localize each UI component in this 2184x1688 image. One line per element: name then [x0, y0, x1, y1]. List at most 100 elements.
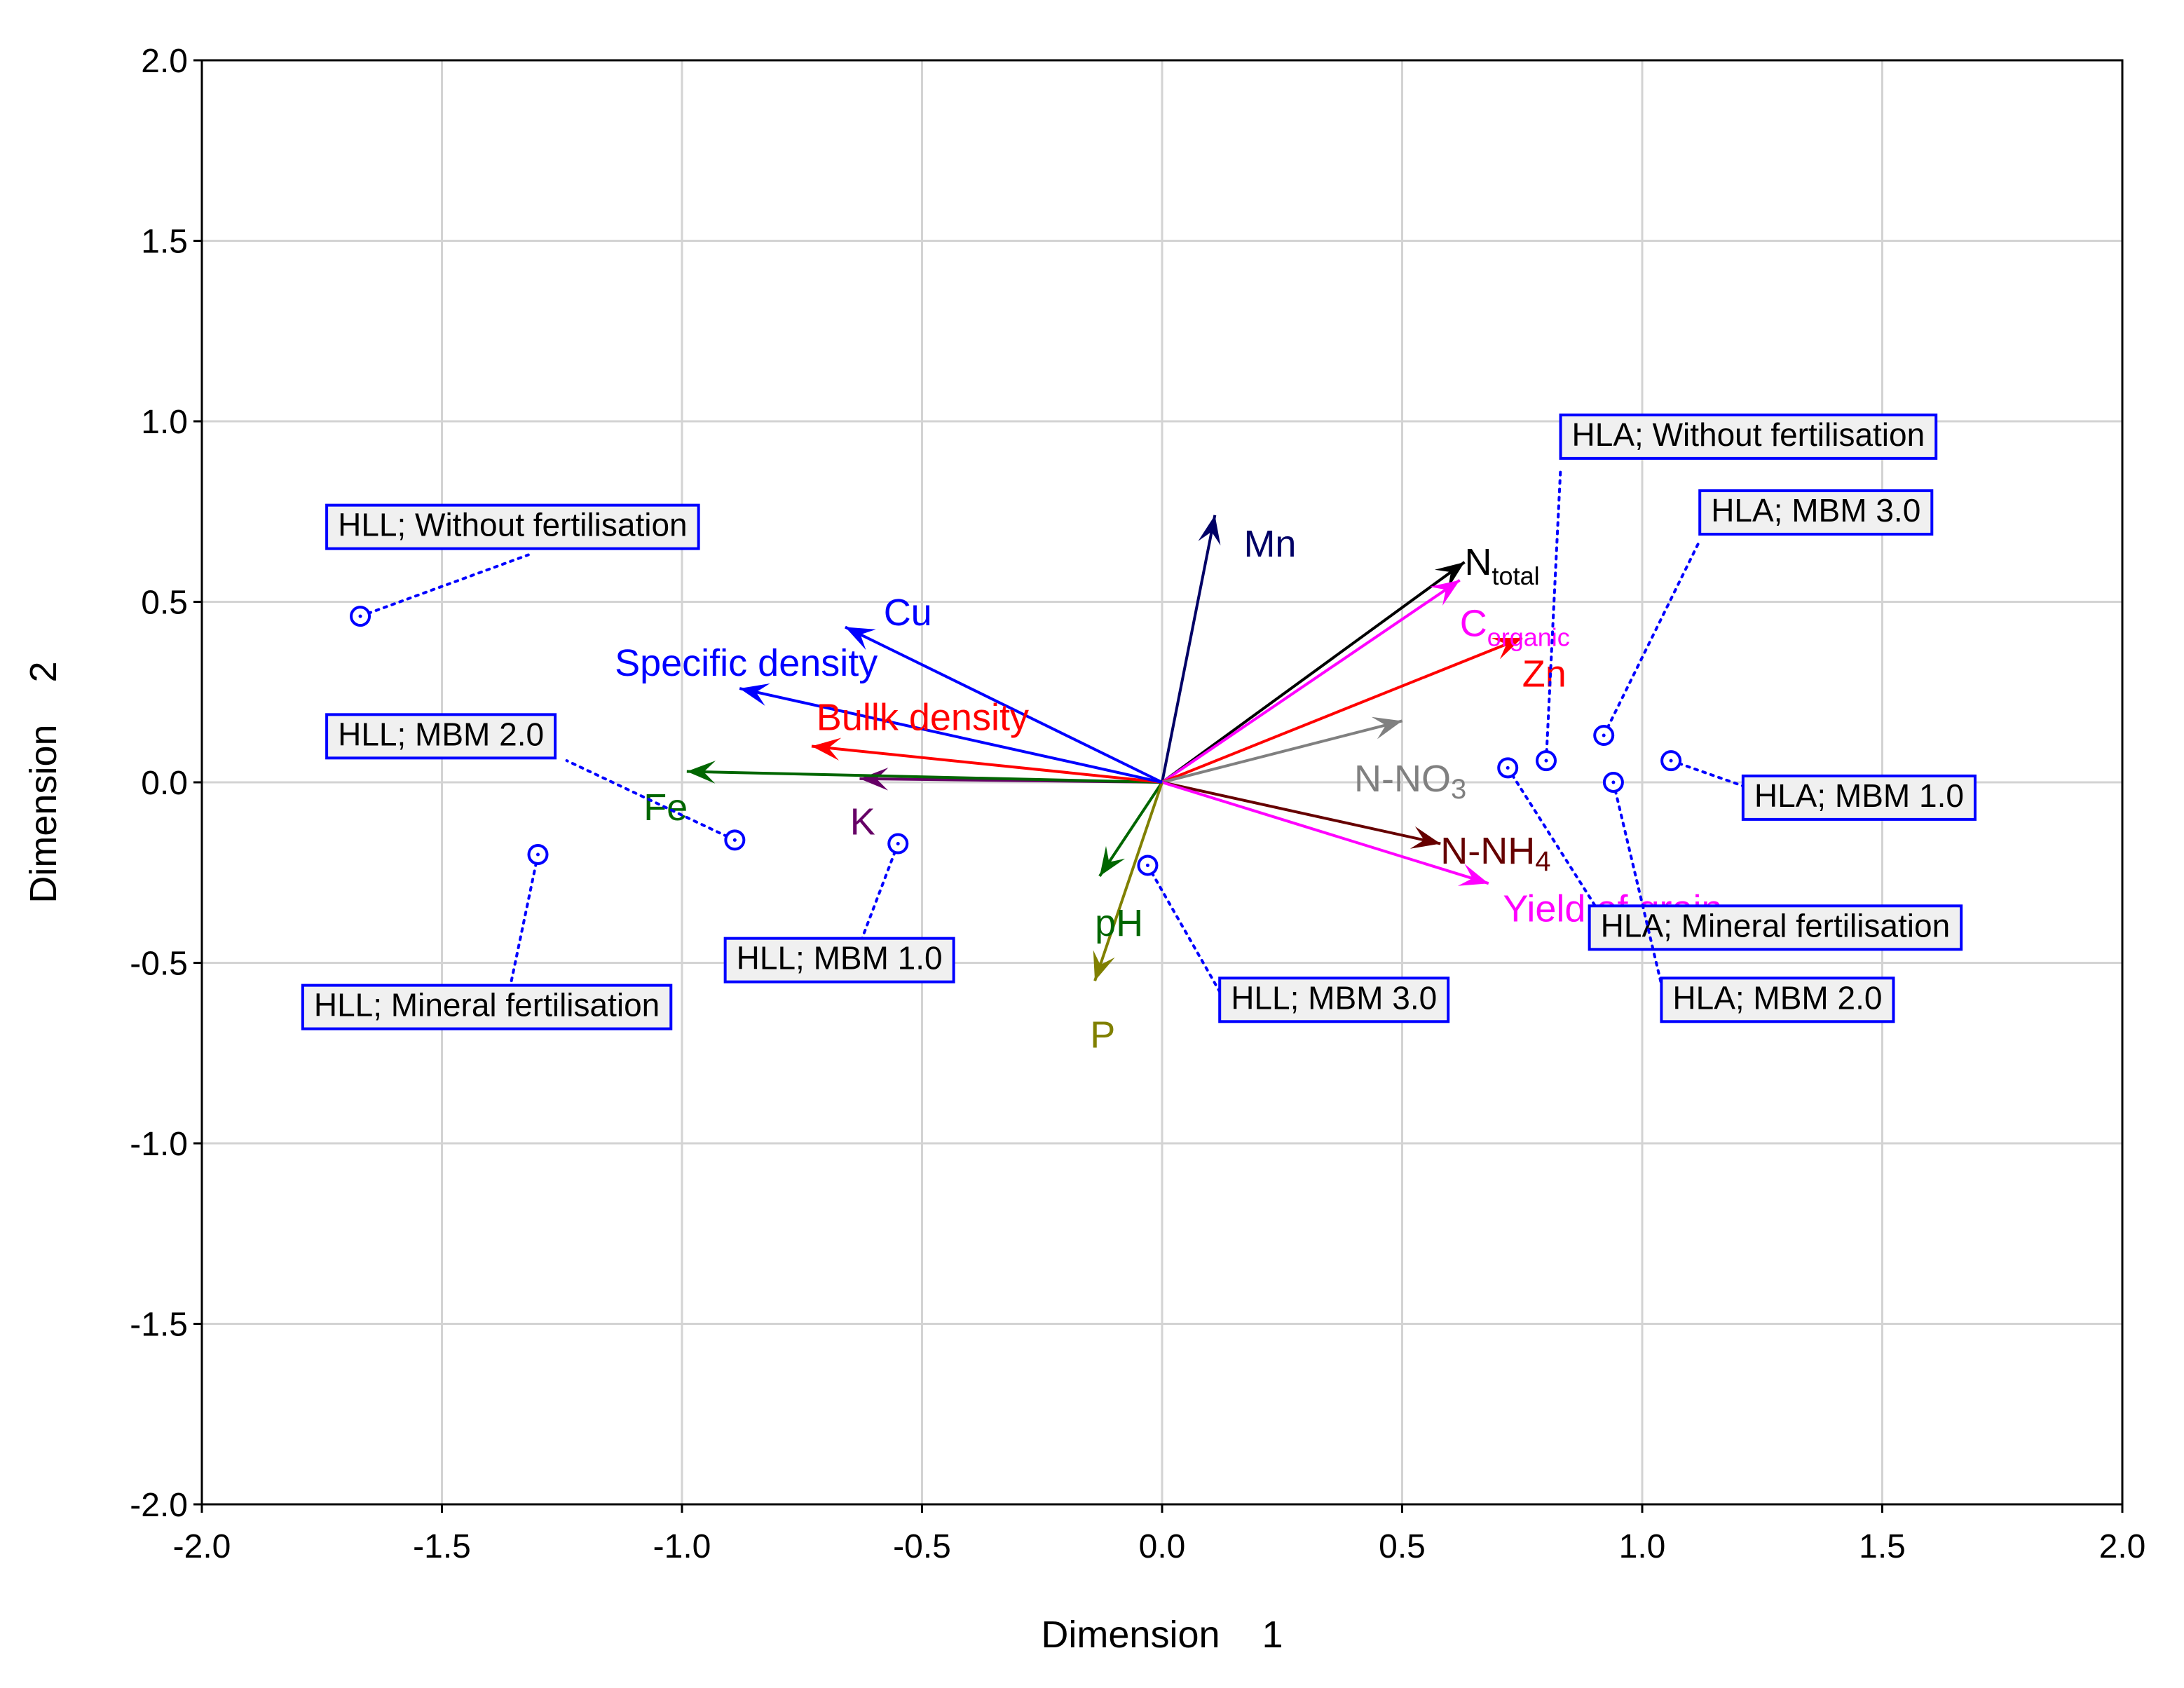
point-hll-mineral-fertilisation: HLL; Mineral fertilisation: [301, 844, 673, 1030]
label-box: [301, 983, 673, 1030]
vector-label-ntotal: Ntotal: [1465, 541, 1540, 590]
arrowhead-cu: [845, 627, 876, 651]
arrowhead-yield-of-grain: [1457, 864, 1489, 886]
vector-bullk-density: [811, 744, 1163, 784]
vector-label-specific-density: Specific density: [615, 642, 878, 684]
point-label: HLL; Mineral fertilisation: [314, 987, 660, 1023]
vector-label-k: K: [850, 801, 875, 843]
leader-line: [1602, 538, 1702, 737]
y-tick-label: 0.5: [141, 585, 188, 622]
y-tick-label: 2.0: [141, 43, 188, 80]
point-center: [1602, 733, 1606, 737]
point-hla-mbm-1-0: HLA; MBM 1.0: [1660, 750, 1977, 821]
arrowhead-fe: [686, 761, 716, 784]
leader-line: [507, 853, 540, 993]
point-center: [1544, 758, 1548, 763]
vector-specific-density: [739, 687, 1163, 784]
y-axis-title: Dimension 2: [22, 661, 64, 903]
point-label: HLL; MBM 2.0: [338, 716, 544, 752]
leader-line: [1146, 864, 1222, 993]
point-label: HLL; MBM 1.0: [737, 940, 943, 976]
vector-label-zn: Zn: [1522, 653, 1567, 695]
x-tick-label: 0.0: [1139, 1528, 1186, 1565]
vector-corganic: [1161, 578, 1461, 784]
vector-label-n-nh4: N-NH4: [1440, 830, 1550, 877]
y-tick-label: -2.0: [130, 1487, 188, 1524]
x-tick-label: -1.5: [413, 1528, 471, 1565]
arrowhead-zn: [1491, 638, 1522, 660]
arrowhead-n-nh4: [1410, 826, 1441, 849]
leader-line: [1545, 466, 1562, 763]
arrowhead-n-no3: [1371, 716, 1402, 740]
x-tick-label: 1.5: [1859, 1528, 1906, 1565]
point-label: HLA; Without fertilisation: [1572, 416, 1925, 453]
vector-n-no3: [1161, 719, 1402, 784]
x-tick-label: -1.0: [653, 1528, 711, 1565]
vector-label-n-no3: N-NO3: [1354, 758, 1466, 805]
point-hla-mineral-fertilisation: HLA; Mineral fertilisation: [1497, 757, 1963, 951]
vector-label-p: P: [1090, 1014, 1115, 1056]
label-box: [325, 503, 700, 550]
x-tick-label: -2.0: [173, 1528, 231, 1565]
point-label: HLA; Mineral fertilisation: [1601, 907, 1951, 944]
point-center: [1669, 758, 1673, 763]
point-hll-without-fertilisation: HLL; Without fertilisation: [325, 503, 700, 627]
vector-ph: [1098, 781, 1163, 878]
point-label: HLL; Without fertilisation: [338, 507, 688, 543]
arrowhead-corganic: [1429, 580, 1460, 606]
vector-label-bullk-density: Bullk density: [817, 696, 1029, 738]
y-tick-label: -0.5: [130, 946, 188, 983]
y-tick-label: -1.5: [130, 1307, 188, 1344]
arrowhead-ntotal: [1434, 561, 1465, 589]
vector-label-cu: Cu: [884, 592, 932, 634]
vector-mn: [1161, 515, 1217, 783]
vector-yield-of-grain: [1161, 781, 1489, 885]
label-box: [723, 937, 955, 983]
point-label: HLL; MBM 3.0: [1231, 979, 1437, 1016]
point-label: HLA; MBM 2.0: [1672, 979, 1882, 1016]
arrowhead-bullk-density: [811, 737, 842, 761]
vector-cu: [845, 625, 1163, 784]
arrowhead-specific-density: [739, 683, 770, 706]
point-label: HLA; MBM 3.0: [1711, 492, 1920, 529]
label-box: [325, 713, 557, 760]
label-box: [1660, 976, 1895, 1023]
point-hla-mbm-3-0: HLA; MBM 3.0: [1593, 489, 1934, 747]
y-tick-label: 1.5: [141, 224, 188, 261]
point-center: [896, 842, 900, 846]
arrowhead-p: [1093, 950, 1115, 981]
arrowhead-mn: [1198, 515, 1221, 546]
grid: [202, 60, 2122, 1504]
label-box: [1559, 413, 1938, 460]
variable-vectors: [686, 515, 1523, 981]
point-hla-mbm-2-0: HLA; MBM 2.0: [1602, 772, 1895, 1023]
point-center: [1506, 765, 1510, 770]
leader-line: [1611, 781, 1663, 986]
vector-zn: [1161, 637, 1523, 784]
x-tick-label: 2.0: [2099, 1528, 2146, 1565]
arrowhead-k: [859, 768, 889, 791]
vector-fe: [686, 770, 1163, 784]
x-axis-title: Dimension 1: [1041, 1614, 1283, 1656]
point-center: [358, 614, 362, 618]
vector-label-corganic: Corganic: [1460, 602, 1570, 651]
point-hll-mbm-1-0: HLL; MBM 1.0: [723, 833, 955, 983]
label-box: [1698, 489, 1934, 536]
vector-ntotal: [1161, 561, 1466, 784]
leader-line: [858, 842, 900, 946]
point-hll-mbm-3-0: HLL; MBM 3.0: [1137, 855, 1450, 1023]
x-tick-label: 1.0: [1619, 1528, 1666, 1565]
y-tick-label: 1.0: [141, 404, 188, 441]
point-center: [536, 852, 540, 857]
x-tick-label: -0.5: [893, 1528, 951, 1565]
vector-n-nh4: [1161, 781, 1441, 845]
point-center: [1611, 780, 1616, 784]
label-box: [1218, 976, 1450, 1023]
point-center: [732, 838, 737, 842]
vector-p: [1093, 782, 1163, 981]
label-box: [1741, 774, 1977, 821]
plot-frame: [200, 59, 2124, 1506]
